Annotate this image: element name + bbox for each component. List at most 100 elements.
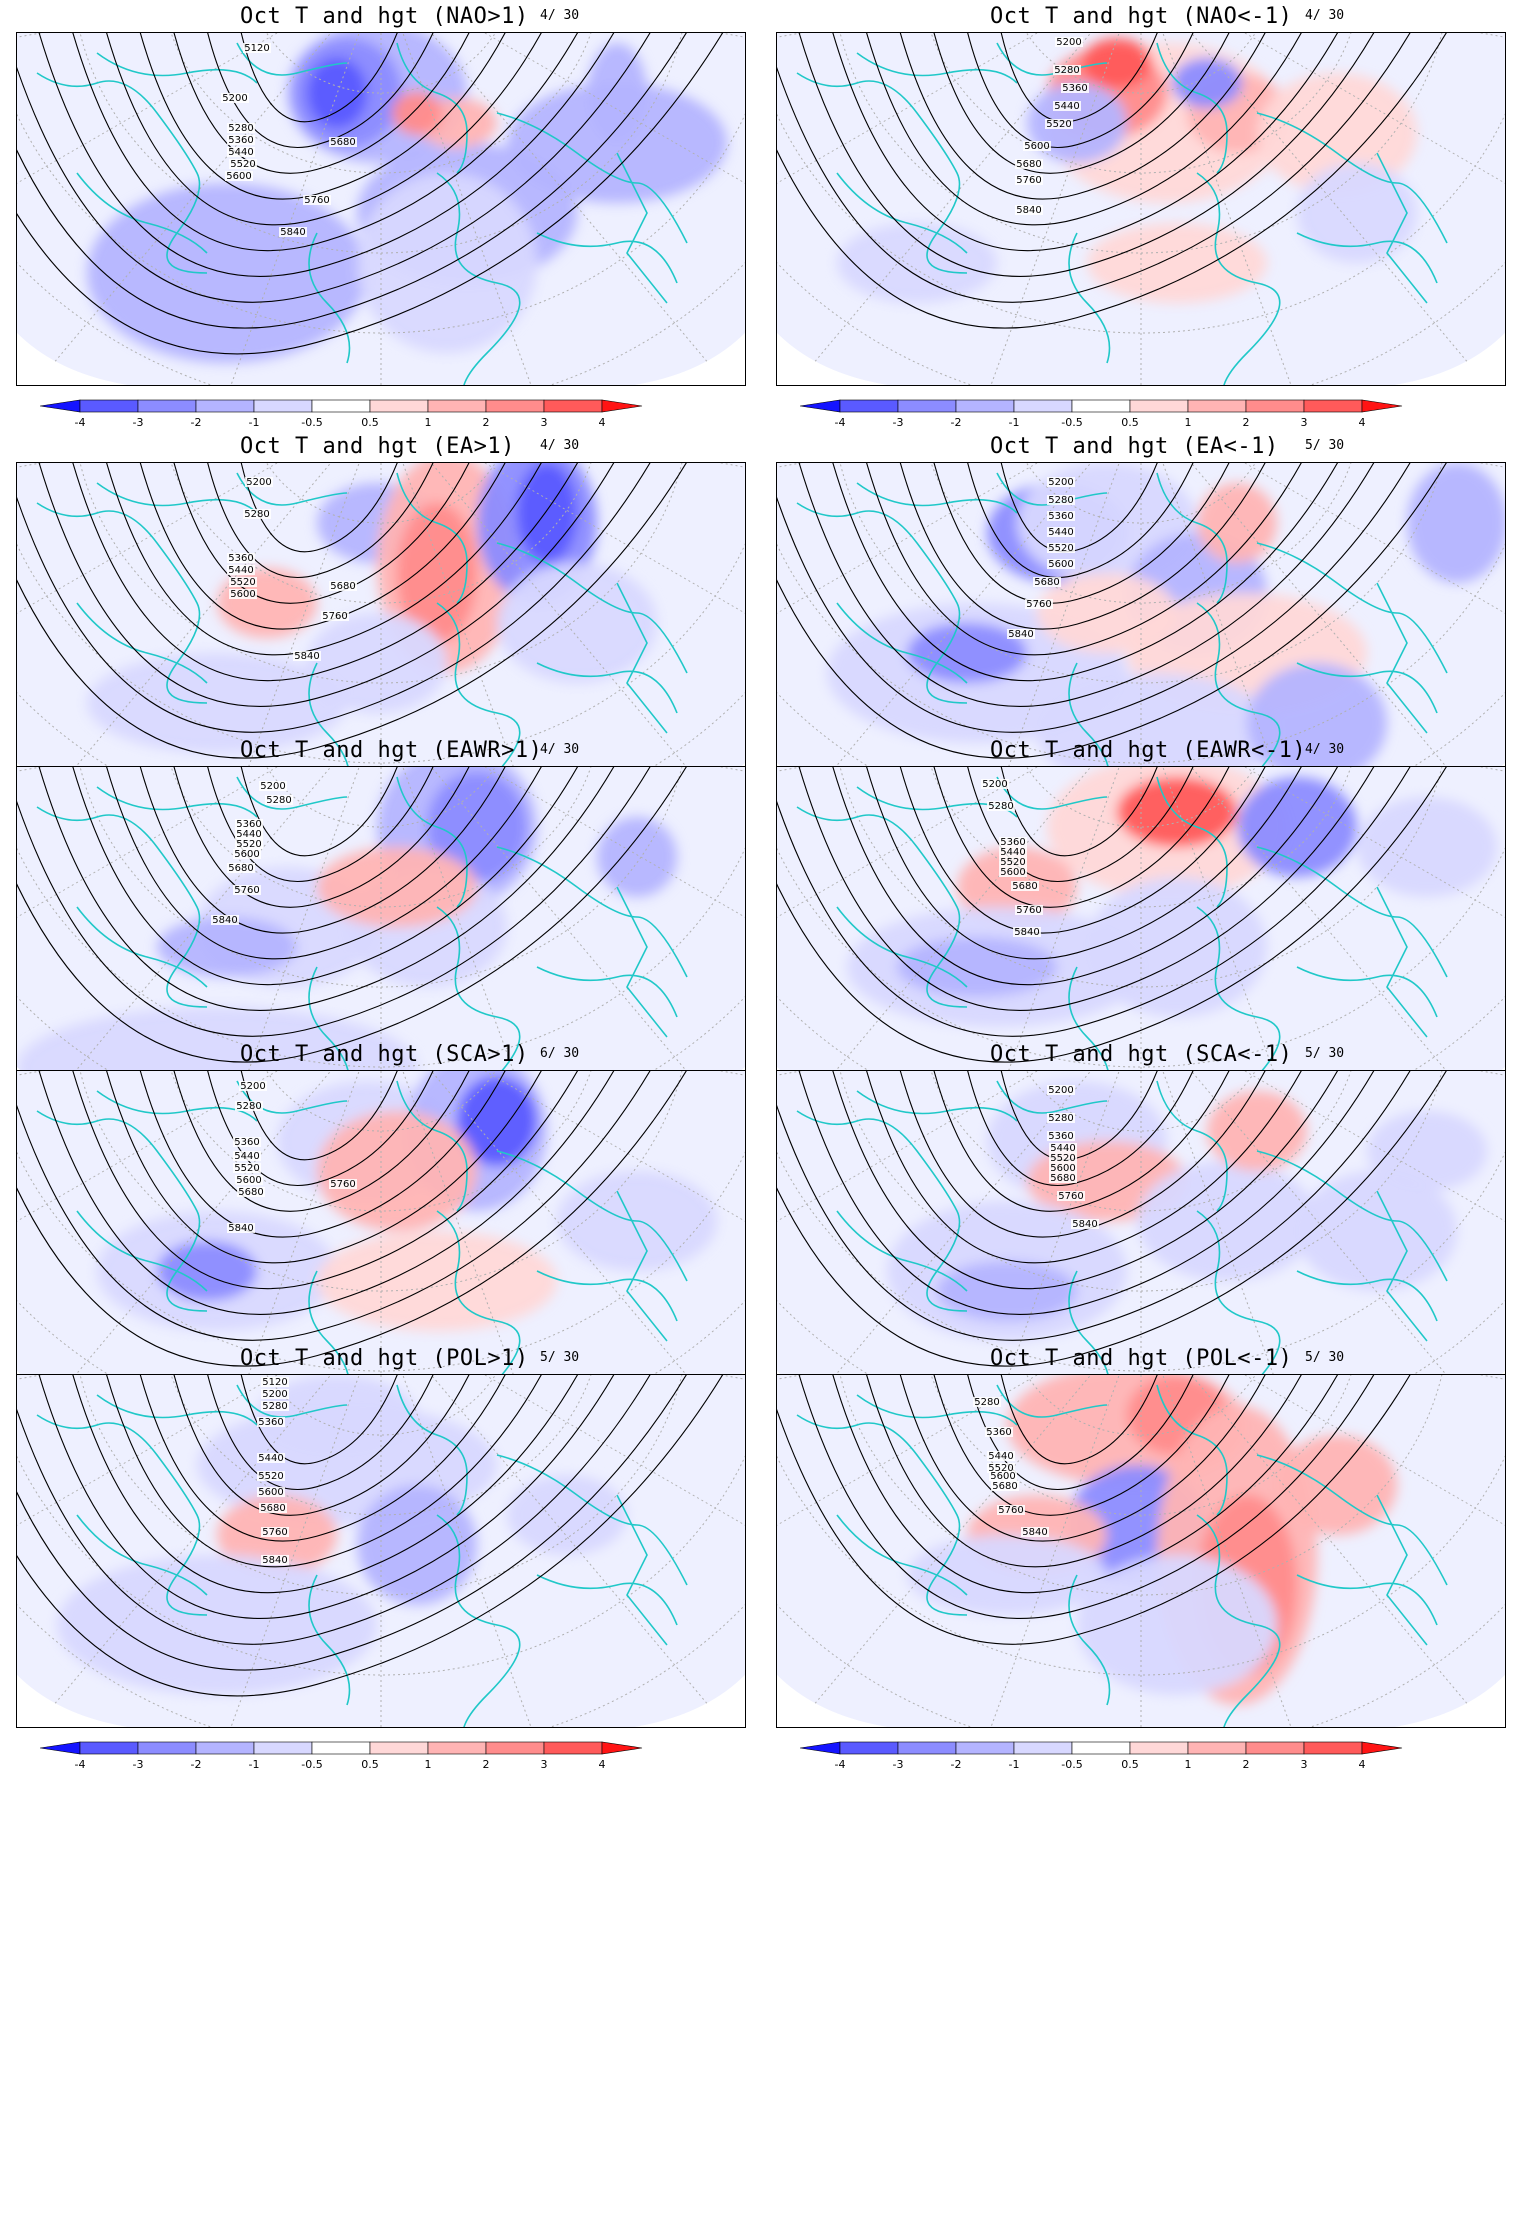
contour-label: 5840 <box>1022 1527 1047 1538</box>
colorbar-segment <box>1071 399 1131 413</box>
anomaly-region <box>87 653 347 753</box>
colorbar-segment <box>955 399 1015 413</box>
coastline <box>76 172 208 254</box>
height-contour <box>863 463 1308 656</box>
coastline <box>796 502 968 704</box>
anomaly-region <box>1087 877 1267 1017</box>
colorbar-tick-label: 4 <box>1359 416 1366 429</box>
anomaly-region <box>307 613 447 713</box>
colorbar: -4 -3 -2 -1 -0.5 0.5 1 2 3 4 <box>40 1738 720 1778</box>
coastline <box>536 966 678 1018</box>
anomaly-region <box>587 43 647 143</box>
map-panel: Oct T and hgt (POL<-1) 5/ 30 5280 5360 5440 5… <box>760 1342 1520 1788</box>
anomaly-region <box>837 223 997 303</box>
panel-title: Oct T and hgt (EAWR>1) <box>240 738 543 763</box>
contour-label: 5760 <box>262 1527 287 1538</box>
coastline <box>836 906 968 988</box>
contour-label: 5600 <box>226 171 251 182</box>
contour-label: 5280 <box>1048 1113 1073 1124</box>
coastline <box>796 1414 968 1616</box>
anomaly-region <box>317 847 477 927</box>
coastline <box>76 1210 208 1292</box>
colorbar-segment <box>1245 399 1305 413</box>
colorbar-segment <box>137 1741 197 1755</box>
anomaly-region <box>57 1555 377 1695</box>
coastline <box>436 1210 521 1423</box>
contour-label: 5280 <box>1048 495 1073 506</box>
colorbar-tick-label: -3 <box>133 416 144 429</box>
height-contour <box>777 767 1417 1037</box>
contour-label: 5760 <box>998 1505 1023 1516</box>
colorbar-segment <box>427 399 487 413</box>
height-contour <box>103 1071 548 1264</box>
contour-label: 5600 <box>230 589 255 600</box>
height-contour <box>69 33 584 252</box>
height-contour <box>863 767 1308 960</box>
colorbar-tick-label: 0.5 <box>361 416 379 429</box>
height-contour <box>103 33 548 226</box>
contour-label: 5200 <box>222 93 247 104</box>
contour-label: 5840 <box>1016 205 1041 216</box>
height-contour <box>795 767 1380 1011</box>
height-contour <box>17 767 657 1037</box>
colorbar-tick-label: 4 <box>599 1758 606 1771</box>
height-contour <box>17 33 730 355</box>
contour-label: 5360 <box>1048 1131 1073 1142</box>
height-contour <box>170 463 475 604</box>
colorbar-segment <box>1187 1741 1247 1755</box>
height-contour <box>238 1375 402 1465</box>
height-contour <box>17 1375 730 1697</box>
contour-label: 5680 <box>992 1481 1017 1492</box>
colorbar-tick-label: 1 <box>1185 1758 1192 1771</box>
coastline <box>1196 1514 1281 1727</box>
colorbar-segment <box>897 399 957 413</box>
height-contour <box>17 1071 657 1341</box>
coastline <box>1296 232 1438 284</box>
coastline <box>796 806 968 1008</box>
contour-label: 5840 <box>1072 1219 1097 1230</box>
height-contour <box>69 767 584 986</box>
height-contours <box>777 1375 1417 1645</box>
height-contour <box>998 33 1162 123</box>
contour-label: 5440 <box>1048 527 1073 538</box>
colorbar-segment <box>1013 1741 1073 1755</box>
anomaly-region <box>1407 463 1505 583</box>
coastline <box>76 1514 208 1596</box>
coastline <box>496 1150 688 1282</box>
coastline <box>536 232 678 284</box>
anomaly-region <box>1087 223 1267 303</box>
colorbar-tick-label: 0.5 <box>1121 416 1139 429</box>
contour-label: 5360 <box>228 135 253 146</box>
height-contour <box>170 1071 475 1212</box>
anomaly-region <box>897 937 1057 997</box>
height-contour <box>17 1071 693 1367</box>
height-contour <box>930 33 1235 174</box>
coastline <box>1256 112 1448 244</box>
colorbar-segment <box>897 1741 957 1755</box>
height-contour <box>863 33 1308 226</box>
height-contour <box>17 767 693 1063</box>
colorbar-segment <box>955 1741 1015 1755</box>
colorbar-segment <box>369 399 429 413</box>
coastline <box>1068 232 1111 364</box>
height-contour <box>137 1375 511 1542</box>
colorbar-tick-label: -3 <box>133 1758 144 1771</box>
latlon-grid <box>777 33 1505 385</box>
coastline <box>836 602 968 684</box>
colorbar-segment <box>253 399 313 413</box>
colorbar-tick-label: -4 <box>75 1758 86 1771</box>
panel-title: Oct T and hgt (POL<-1) <box>990 1346 1293 1371</box>
coastline <box>1256 1454 1448 1586</box>
height-contours <box>777 33 1453 329</box>
colorbar-segment <box>1129 399 1189 413</box>
colorbar-tick-label: -4 <box>75 416 86 429</box>
height-contour <box>17 463 693 759</box>
height-contour <box>777 463 1453 759</box>
height-contour <box>795 1071 1380 1315</box>
coastline <box>308 1574 351 1706</box>
anomaly-region <box>597 817 677 897</box>
height-contours <box>777 463 1453 759</box>
